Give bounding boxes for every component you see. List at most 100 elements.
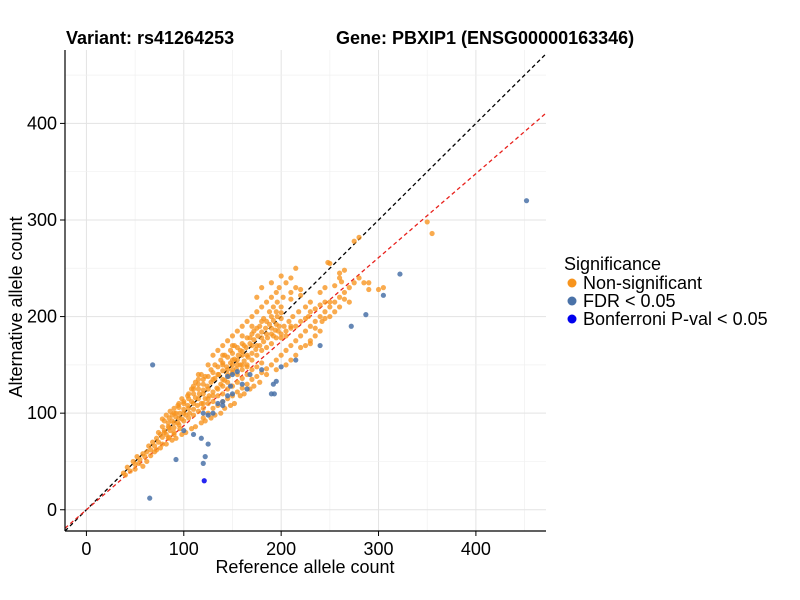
point-non-significant [127, 468, 133, 474]
point-non-significant [312, 318, 318, 325]
point-non-significant [192, 379, 199, 385]
point-non-significant [356, 275, 362, 281]
point-non-significant [274, 313, 280, 320]
point-non-significant [278, 273, 284, 279]
point-non-significant [317, 302, 323, 308]
point-non-significant [346, 285, 352, 291]
point-non-significant [169, 437, 175, 443]
point-non-significant [142, 454, 148, 460]
point-non-significant [171, 425, 177, 431]
point-non-significant [307, 309, 313, 315]
point-non-significant [298, 292, 304, 298]
point-non-significant [263, 344, 270, 351]
point-non-significant [163, 441, 169, 447]
point-non-significant [338, 279, 345, 285]
point-non-significant [268, 280, 275, 286]
point-non-significant [225, 367, 231, 373]
point-non-significant [280, 294, 286, 300]
point-non-significant [247, 335, 253, 341]
point-non-significant [259, 329, 265, 335]
point-non-significant [290, 313, 296, 320]
point-non-significant [146, 443, 152, 449]
point-non-significant [302, 328, 309, 334]
point-non-significant [293, 323, 299, 329]
point-non-significant [351, 238, 357, 244]
point-non-significant [205, 400, 211, 407]
point-non-significant [190, 400, 197, 407]
point-non-significant [229, 342, 236, 349]
point-non-significant [210, 389, 216, 395]
legend-key [567, 278, 577, 288]
point-non-significant [136, 460, 142, 466]
point-non-significant [229, 333, 236, 339]
point-non-significant [249, 323, 255, 329]
point-fdr-0-05 [239, 381, 245, 387]
point-non-significant [249, 367, 255, 373]
reference-line [64, 53, 547, 532]
legend-label: Non-significant [583, 273, 702, 293]
x-tick-label: 100 [169, 539, 199, 559]
point-fdr-0-05 [205, 441, 211, 447]
point-non-significant [268, 341, 275, 347]
point-non-significant [215, 393, 221, 399]
point-non-significant [220, 352, 226, 358]
point-non-significant [177, 410, 183, 416]
point-non-significant [278, 304, 284, 310]
point-non-significant [302, 342, 309, 349]
point-non-significant [229, 357, 236, 363]
point-non-significant [274, 299, 280, 305]
point-fdr-0-05 [173, 456, 179, 463]
point-non-significant [263, 331, 270, 337]
point-non-significant [273, 309, 279, 315]
point-non-significant [375, 286, 382, 293]
point-non-significant [150, 439, 156, 445]
point-fdr-0-05 [229, 371, 236, 378]
point-non-significant [312, 333, 318, 339]
point-non-significant [179, 431, 185, 438]
point-non-significant [312, 306, 318, 312]
point-non-significant [275, 328, 281, 334]
point-non-significant [249, 342, 255, 349]
point-non-significant [332, 299, 338, 305]
point-non-significant [296, 309, 302, 315]
point-non-significant [254, 373, 260, 380]
chart-title-variant: Variant: rs41264253 [66, 28, 234, 48]
point-non-significant [249, 313, 255, 320]
point-non-significant [346, 299, 352, 305]
point-non-significant [165, 420, 171, 426]
point-non-significant [122, 472, 128, 478]
point-non-significant [322, 299, 328, 305]
point-non-significant [336, 304, 343, 310]
point-fdr-0-05 [229, 391, 236, 397]
point-fdr-0-05 [293, 357, 299, 363]
point-non-significant [235, 352, 241, 358]
point-non-significant [361, 280, 367, 286]
point-fdr-0-05 [210, 410, 216, 416]
point-fdr-0-05 [150, 362, 156, 368]
point-non-significant [283, 347, 289, 353]
legend-title: Significance [564, 254, 661, 274]
point-non-significant [336, 275, 343, 281]
point-fdr-0-05 [220, 398, 226, 405]
point-non-significant [332, 283, 338, 289]
point-non-significant [220, 362, 226, 368]
point-non-significant [293, 265, 299, 271]
point-non-significant [317, 313, 323, 320]
point-non-significant [163, 412, 169, 418]
point-non-significant [132, 466, 138, 472]
point-non-significant [196, 391, 202, 397]
chart-title-gene: Gene: PBXIP1 (ENSG00000163346) [336, 28, 634, 48]
point-non-significant [278, 315, 284, 322]
point-fdr-0-05 [380, 292, 386, 298]
point-non-significant [273, 357, 279, 363]
x-tick-label: 400 [461, 539, 491, 559]
point-non-significant [259, 285, 265, 291]
point-non-significant [192, 424, 199, 430]
point-non-significant [261, 339, 267, 345]
point-non-significant [166, 425, 172, 431]
point-non-significant [341, 267, 348, 273]
point-non-significant [234, 362, 240, 368]
point-non-significant [281, 323, 287, 329]
point-non-significant [307, 323, 313, 329]
